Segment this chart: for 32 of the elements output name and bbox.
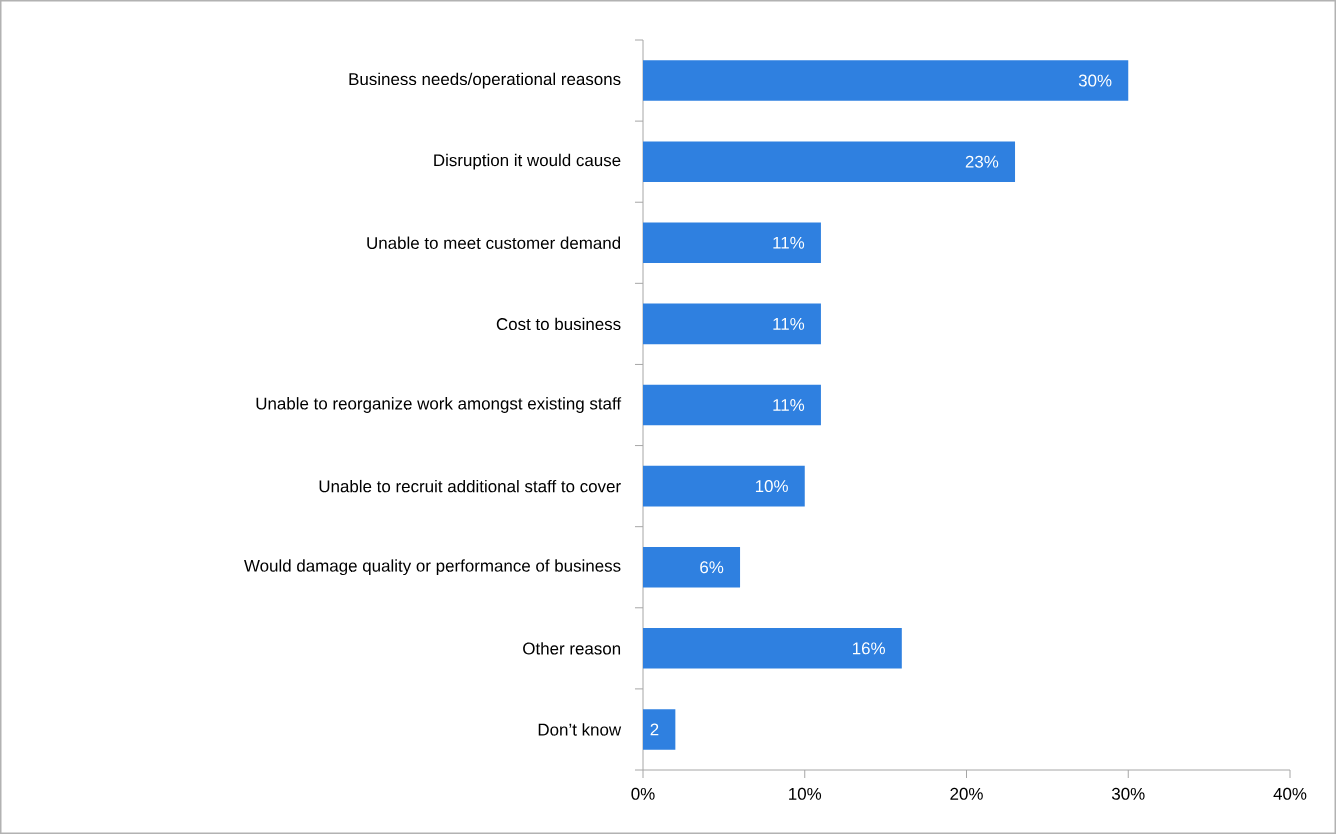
data-label: 11%	[773, 236, 805, 249]
bar	[643, 141, 1016, 182]
y-tick-label: Unable to reorganize work amongst existing staff	[256, 397, 622, 413]
data-label: 10%	[755, 480, 788, 493]
x-tick-label: 10%	[789, 787, 822, 800]
y-tick-label: Unable to recruit additional staff to cover	[319, 479, 621, 493]
bar	[643, 628, 902, 669]
y-tick-label: Would damage quality or performance of business	[244, 559, 621, 576]
bar	[643, 222, 821, 264]
data-label: 11%	[773, 317, 805, 330]
x-tick-label: 30%	[1111, 787, 1145, 800]
bar	[643, 709, 676, 750]
data-label: 6%	[700, 561, 724, 574]
bar	[643, 465, 805, 507]
y-tick-label: Don’t know	[538, 723, 622, 736]
data-label: 11%	[773, 399, 805, 411]
x-tick-label: 0%	[631, 787, 655, 800]
y-tick-label: Business needs/operational reasons	[349, 72, 621, 89]
bar	[643, 60, 1129, 101]
data-label: 23%	[965, 155, 999, 168]
y-tick-label: Other reason	[523, 642, 621, 655]
bar	[643, 546, 741, 588]
bar	[643, 303, 821, 345]
x-tick-label: 40%	[1273, 787, 1307, 800]
data-label: 16%	[853, 642, 885, 655]
x-tick-label: 20%	[950, 787, 983, 800]
y-tick-label: Disruption it would cause	[434, 153, 621, 170]
y-tick-label: Cost to business	[496, 317, 621, 331]
data-label: 2	[650, 723, 659, 736]
bar	[643, 384, 821, 426]
data-label: 30%	[1078, 74, 1112, 87]
y-tick-label: Unable to meet customer demand	[367, 236, 621, 250]
